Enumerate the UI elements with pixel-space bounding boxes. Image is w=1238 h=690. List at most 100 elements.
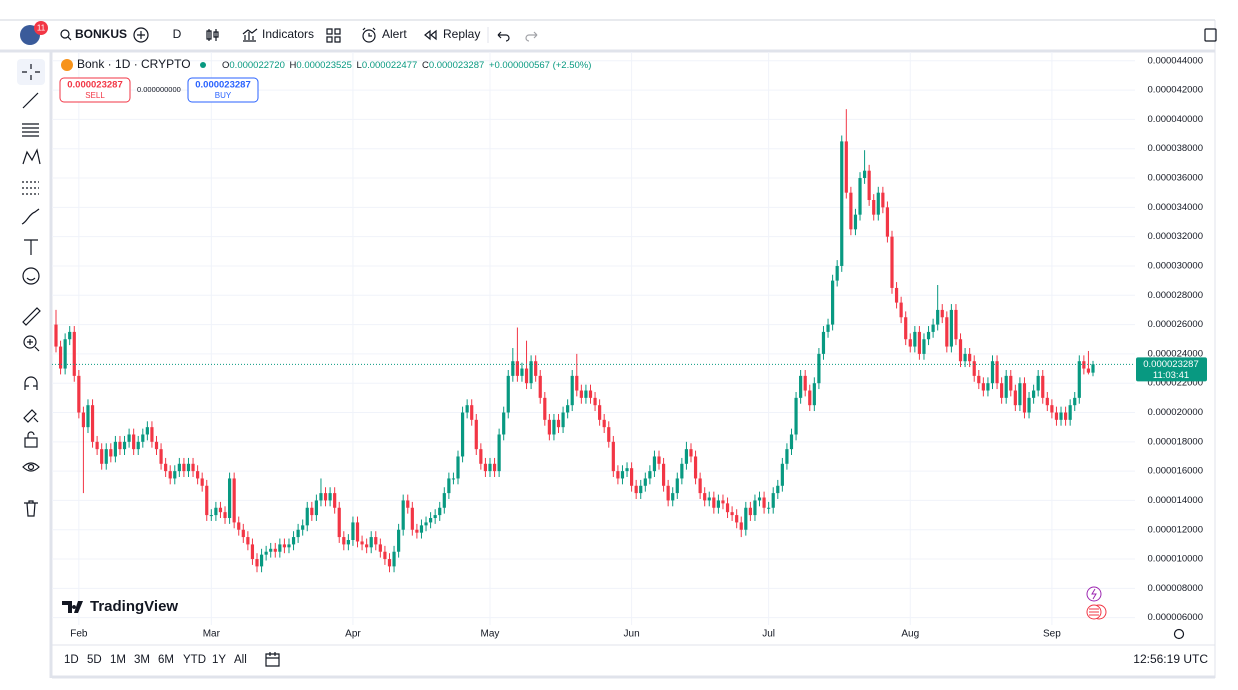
candle-body — [365, 544, 369, 548]
hide-tool[interactable] — [22, 462, 40, 472]
range-button[interactable]: 1M — [110, 654, 126, 666]
price-tag — [1136, 357, 1207, 382]
y-tick-label: 0.000042000 — [1148, 85, 1203, 96]
candle-body — [716, 500, 721, 508]
search-icon — [60, 29, 70, 39]
candle-body — [831, 280, 835, 325]
candle-body — [488, 463, 492, 472]
y-tick-label: 0.000036000 — [1148, 173, 1203, 184]
fib-tool[interactable] — [22, 123, 39, 137]
candle-body — [1000, 383, 1004, 398]
candle-body — [118, 441, 122, 450]
range-button[interactable]: All — [234, 654, 247, 666]
candle-body — [314, 500, 318, 516]
symbol-search[interactable]: BONKUS — [60, 27, 127, 41]
range-button[interactable]: 1D — [64, 654, 79, 666]
range-button[interactable]: 6M — [158, 654, 174, 666]
candle-body — [1018, 383, 1022, 406]
range-button[interactable]: 3M — [134, 654, 150, 666]
alert-button[interactable]: Alert — [382, 27, 407, 41]
trend-line-tool[interactable] — [22, 92, 39, 109]
candle-body — [593, 397, 597, 406]
brush-tool[interactable] — [21, 208, 40, 225]
candle-body — [1009, 375, 1013, 391]
candle-body — [739, 522, 743, 530]
candle-body — [1082, 361, 1086, 369]
buy-box — [187, 77, 259, 103]
candle-body — [812, 383, 816, 406]
settings-button[interactable] — [1173, 628, 1185, 640]
candle-body — [936, 309, 940, 325]
candle-body — [917, 331, 922, 354]
x-tick-label: Jun — [624, 629, 640, 640]
candle-body — [703, 493, 707, 501]
candle-body — [1073, 397, 1077, 406]
candle-body — [680, 463, 684, 479]
candle-body — [273, 548, 277, 552]
ohlc-label: C — [422, 60, 429, 71]
candle-body — [259, 554, 264, 567]
candle-body — [890, 236, 894, 288]
y-tick-label: 0.000044000 — [1148, 55, 1203, 66]
prediction-tool[interactable] — [22, 181, 39, 195]
candle-body — [945, 317, 949, 347]
replay-button[interactable]: Replay — [443, 27, 480, 41]
spread: 0.000000000 — [137, 85, 181, 94]
candle-body — [940, 309, 944, 318]
candle-body — [821, 331, 826, 354]
candle-body — [972, 361, 976, 376]
ruler-tool[interactable] — [22, 307, 41, 326]
candles — [52, 109, 1135, 573]
candle-body — [789, 434, 794, 450]
candle-body — [620, 471, 625, 479]
change: +0.000000567 (+2.50%) — [489, 60, 591, 71]
candle-body — [63, 339, 67, 369]
lock-shackle — [27, 431, 35, 438]
redo-button[interactable] — [525, 31, 538, 42]
candle-body — [447, 478, 451, 494]
text-tool[interactable] — [24, 239, 38, 255]
chart-type-button[interactable] — [206, 29, 219, 41]
x-tick-label: Feb — [70, 629, 88, 640]
notification-count: 11 — [37, 24, 46, 33]
candle-body — [127, 434, 131, 442]
magnet-tool[interactable] — [24, 376, 38, 390]
range-button[interactable]: 1Y — [212, 654, 226, 666]
delete-tool[interactable] — [24, 500, 38, 517]
candle-body — [196, 471, 200, 479]
icon-tool[interactable] — [22, 267, 40, 285]
layouts-button[interactable] — [326, 28, 341, 43]
candle-body — [1041, 375, 1045, 398]
candle-body — [767, 507, 771, 509]
candle-body — [100, 449, 104, 464]
zoom-tool-plus — [27, 339, 40, 352]
hide-tool-pupil — [27, 463, 35, 471]
range-button[interactable]: YTD — [183, 654, 206, 666]
candle-body — [862, 170, 867, 179]
candle-body — [232, 478, 236, 523]
indicators-button[interactable]: Indicators — [262, 27, 314, 41]
ohlc-label: O — [222, 60, 229, 71]
candle-body — [511, 361, 515, 376]
candle-body — [899, 302, 903, 318]
lock-drawing-tool[interactable] — [23, 409, 39, 423]
candle-body — [657, 456, 661, 464]
range-button[interactable]: 5D — [87, 654, 102, 666]
zoom-tool[interactable] — [23, 335, 37, 349]
candle-body — [337, 507, 341, 538]
interval-button[interactable]: D — [173, 27, 182, 41]
compare-button[interactable] — [133, 27, 149, 43]
panel-toggle[interactable] — [1204, 28, 1217, 42]
candle-body — [515, 361, 519, 376]
undo-button[interactable] — [497, 31, 510, 42]
sell-button[interactable]: 0.000023287 SELL — [59, 77, 131, 103]
pattern-tool[interactable] — [22, 148, 41, 165]
candle-body — [721, 500, 725, 504]
indicators-icon — [242, 28, 258, 42]
crosshair-tool[interactable] — [22, 64, 40, 80]
lock-tool[interactable] — [24, 437, 38, 448]
date-range-button[interactable] — [265, 652, 280, 667]
candle-body — [1091, 364, 1095, 373]
candle-body — [684, 449, 689, 464]
buy-button[interactable]: 0.000023287 BUY — [187, 77, 259, 103]
